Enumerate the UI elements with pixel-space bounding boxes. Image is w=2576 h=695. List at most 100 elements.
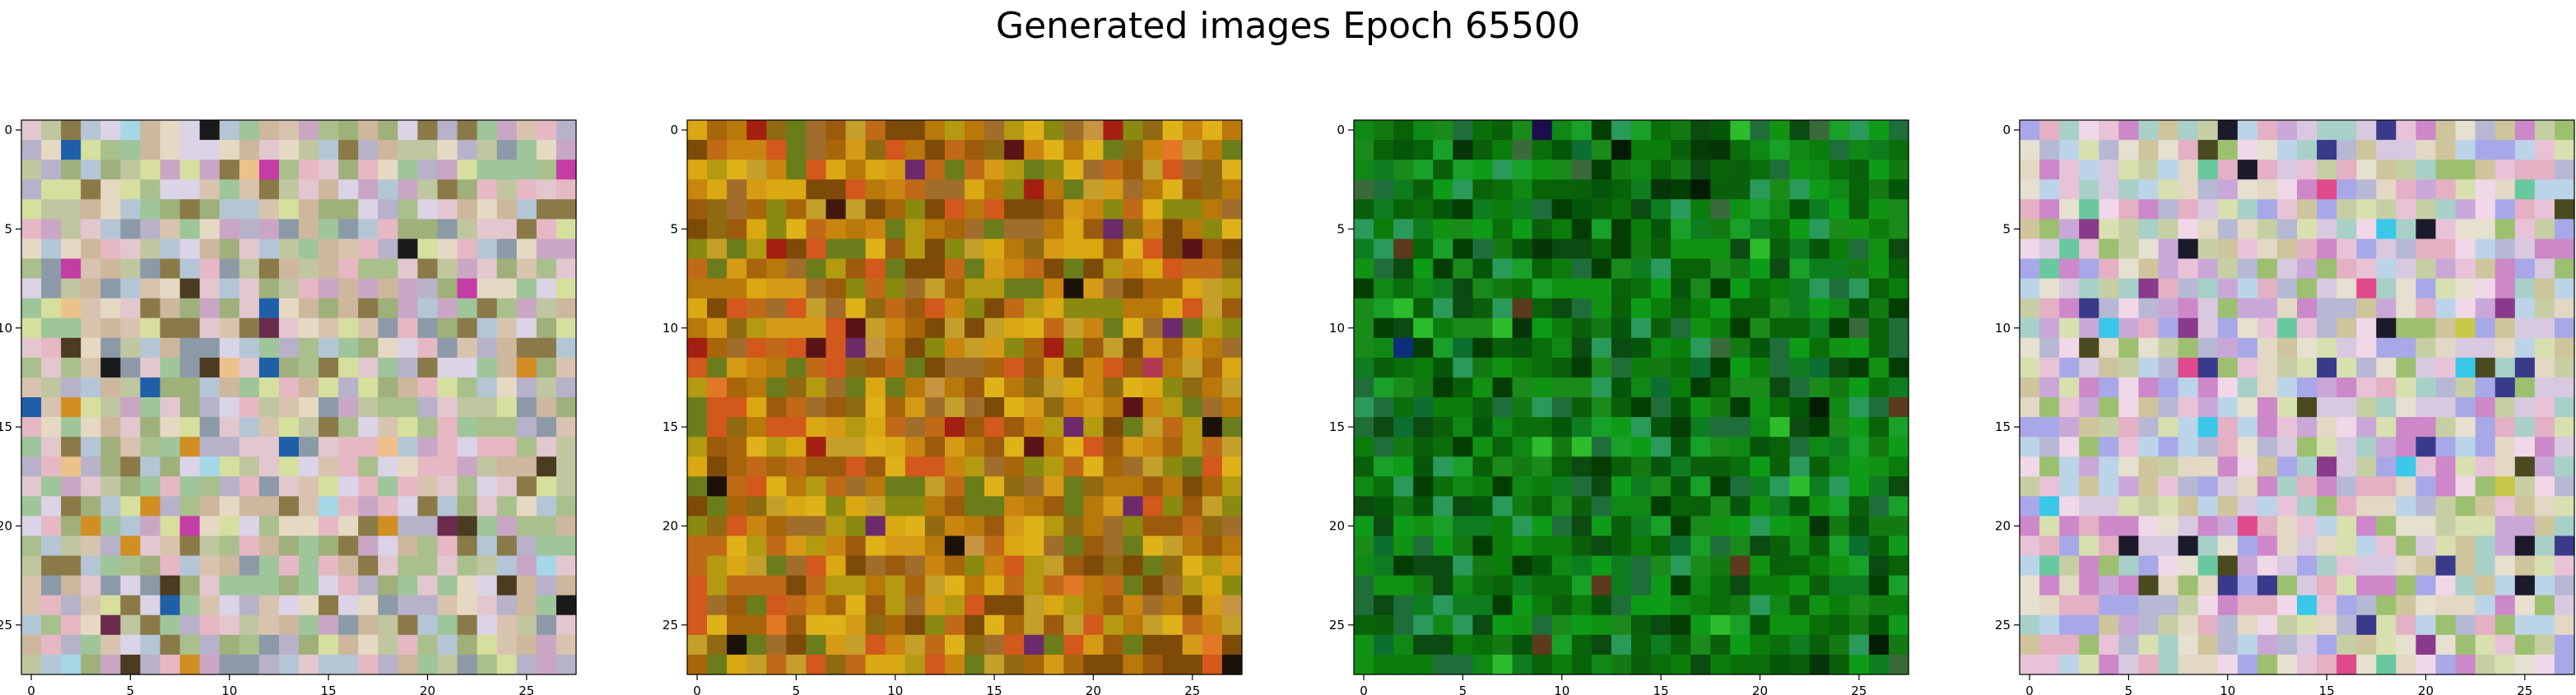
pixel — [120, 317, 142, 339]
pixel — [825, 654, 847, 675]
pixel — [1453, 337, 1474, 359]
pixel — [1769, 575, 1791, 596]
pixel — [2020, 317, 2040, 339]
pixel — [2554, 337, 2575, 359]
pixel — [1142, 239, 1164, 260]
pixel — [2178, 516, 2199, 537]
pixel — [2020, 160, 2040, 180]
pixel — [1393, 496, 1414, 517]
pixel — [1651, 258, 1672, 280]
pixel — [944, 575, 965, 596]
pixel — [1354, 614, 1374, 636]
pixel — [786, 357, 807, 378]
pixel — [398, 160, 419, 180]
pixel — [1083, 476, 1104, 497]
pixel — [417, 397, 439, 418]
pixel — [1123, 417, 1144, 438]
pixel — [239, 160, 260, 180]
pixel — [1492, 239, 1514, 260]
pixel — [2475, 575, 2496, 596]
pixel — [378, 298, 398, 319]
pixel — [199, 140, 221, 160]
pixel — [687, 496, 708, 517]
pixel — [120, 239, 142, 260]
pixel — [1789, 317, 1811, 339]
pixel — [1809, 595, 1830, 616]
pixel — [2197, 199, 2219, 220]
pixel — [2158, 654, 2179, 675]
pixel — [904, 317, 926, 339]
pixel — [1472, 476, 1494, 497]
pixel — [160, 199, 181, 220]
pixel — [496, 417, 518, 438]
pixel — [885, 278, 906, 299]
pixel — [2356, 120, 2377, 141]
pixel — [120, 614, 142, 636]
pixel — [2039, 654, 2060, 675]
pixel — [1123, 337, 1144, 359]
pixel — [81, 258, 101, 280]
pixel — [2455, 575, 2476, 596]
pixel — [516, 357, 537, 378]
pixel — [2276, 160, 2298, 180]
pixel — [1004, 634, 1025, 656]
pixel — [258, 160, 280, 180]
pixel — [1221, 337, 1243, 359]
pixel — [2257, 278, 2278, 299]
pixel — [2276, 219, 2298, 240]
pixel — [1413, 535, 1434, 557]
pixel — [179, 417, 201, 438]
pixel — [1809, 476, 1830, 497]
pixel — [1750, 140, 1771, 160]
pixel — [516, 278, 537, 299]
pixel — [2356, 357, 2377, 378]
pixel — [239, 575, 260, 596]
pixel — [806, 337, 827, 359]
pixel — [965, 437, 985, 457]
pixel — [1024, 614, 1044, 636]
pixel — [746, 219, 767, 240]
pixel — [2297, 377, 2318, 398]
pixel — [516, 160, 537, 180]
pixel — [258, 179, 280, 200]
pixel — [707, 258, 728, 280]
pixel — [1044, 437, 1064, 457]
pixel — [1202, 357, 1223, 378]
pixel — [2376, 397, 2397, 418]
pixel — [1551, 298, 1573, 319]
pixel — [2416, 278, 2437, 299]
pixel — [1123, 456, 1144, 477]
pixel — [2039, 337, 2060, 359]
pixel — [2435, 555, 2457, 577]
pixel — [904, 258, 926, 280]
pixel — [1221, 219, 1243, 240]
pixel — [358, 516, 379, 537]
pixel — [904, 219, 926, 240]
pixel — [1848, 516, 1870, 537]
pixel — [179, 357, 201, 378]
pixel — [2039, 535, 2060, 557]
pixel — [2534, 258, 2555, 280]
pixel — [2079, 555, 2099, 577]
pixel — [2178, 535, 2199, 557]
y-tick-label: 10 — [1329, 321, 1345, 336]
pixel — [2197, 239, 2219, 260]
pixel — [2257, 535, 2278, 557]
pixel — [81, 317, 101, 339]
pixel — [120, 377, 142, 398]
pixel — [1413, 298, 1434, 319]
pixel — [2455, 298, 2476, 319]
pixel — [2020, 377, 2040, 398]
pixel — [2237, 456, 2258, 477]
pixel — [1690, 160, 1711, 180]
pixel — [2099, 140, 2119, 160]
pixel — [516, 317, 537, 339]
pixel — [1044, 179, 1064, 200]
pixel — [707, 239, 728, 260]
pixel — [1221, 614, 1243, 636]
pixel — [2059, 654, 2080, 675]
pixel — [457, 317, 478, 339]
pixel — [61, 179, 81, 200]
pixel — [1769, 456, 1791, 477]
pixel — [81, 357, 101, 378]
